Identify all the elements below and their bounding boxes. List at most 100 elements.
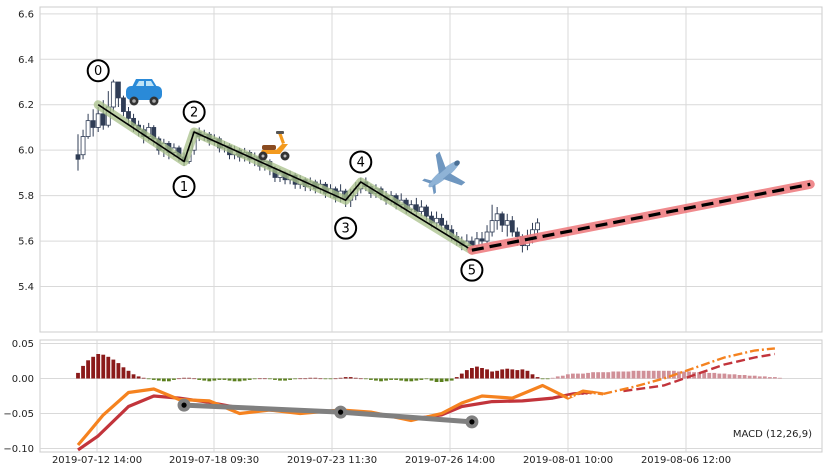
histogram-bar: [353, 377, 358, 379]
histogram-bar: [530, 374, 535, 379]
histogram-bar: [419, 378, 424, 380]
histogram-bar: [742, 375, 747, 379]
divergence-point-inner: [181, 402, 187, 408]
macd-tick-label: −0.05: [3, 409, 34, 420]
histogram-bar: [121, 367, 126, 379]
histogram-bar: [384, 378, 388, 381]
histogram-bar: [454, 377, 459, 379]
price-tick-label: 5.4: [18, 282, 34, 293]
price-panel: [39, 6, 823, 333]
histogram-bar: [197, 378, 202, 380]
scooter-icon: [258, 131, 290, 161]
histogram-bar: [76, 372, 80, 379]
histogram-bar: [96, 354, 101, 379]
price-tick-label: 6.0: [18, 146, 34, 157]
histogram-bar: [424, 378, 429, 380]
pivot-label-circle: [172, 175, 196, 199]
histogram-bar: [172, 378, 176, 380]
histogram-bar: [303, 378, 308, 380]
histogram-bar: [520, 369, 525, 379]
histogram-bar: [576, 373, 580, 379]
candle-body: [75, 154, 81, 160]
histogram-bar: [500, 369, 505, 379]
histogram-bar: [490, 371, 494, 379]
histogram-bar: [278, 378, 282, 381]
histogram-bar: [666, 370, 671, 379]
histogram-bar: [778, 377, 782, 379]
candle-body: [121, 97, 126, 112]
histogram-bar: [656, 370, 661, 379]
histogram-bar: [682, 371, 686, 379]
macd-y-axis: 0.05 0.00 −0.05 −0.10: [3, 339, 34, 455]
histogram-bar: [762, 376, 767, 379]
histogram-bar: [404, 378, 409, 382]
histogram-bar: [101, 354, 106, 379]
histogram-bar: [237, 378, 242, 382]
histogram-bar: [429, 378, 434, 381]
divergence-point-inner: [338, 409, 344, 415]
macd-label: MACD (12,26,9): [733, 429, 812, 440]
histogram-bar: [677, 371, 681, 379]
histogram-bar: [313, 377, 318, 379]
histogram-bar: [757, 376, 762, 379]
histogram-bar: [126, 370, 131, 379]
candle-body: [100, 113, 106, 126]
macd-line-forecast: [602, 347, 776, 396]
histogram-bar: [141, 377, 146, 379]
histogram-bar: [495, 370, 500, 379]
histogram-bar: [646, 370, 651, 379]
histogram-bar: [414, 378, 419, 381]
histogram-bar: [525, 370, 530, 379]
histogram-bar: [111, 359, 116, 379]
x-tick-label: 2019-08-01 10:00: [523, 455, 613, 466]
histogram-bar: [232, 378, 237, 382]
pivot-label-circle: [334, 216, 358, 240]
candle-body: [110, 81, 116, 108]
candle-body: [90, 120, 96, 128]
histogram-bar: [298, 378, 303, 380]
histogram-bar: [485, 369, 489, 379]
candle-body: [509, 220, 515, 233]
histogram-bar: [182, 377, 186, 379]
histogram-bar: [697, 372, 702, 379]
histogram-bar: [167, 378, 171, 382]
histogram-bar: [626, 371, 631, 379]
candle-body: [484, 231, 490, 242]
histogram-bar: [727, 374, 732, 379]
histogram-bar: [262, 378, 267, 380]
pivot-label-text: 3: [342, 222, 350, 237]
histogram-bar: [283, 378, 287, 381]
x-tick-label: 2019-08-06 12:00: [641, 455, 731, 466]
pivot-label-circle: [182, 100, 206, 124]
pivot-label-text: 0: [94, 64, 102, 79]
histogram-bar: [222, 378, 227, 380]
histogram-bar: [131, 374, 136, 379]
candle-body: [504, 220, 510, 226]
histogram-bar: [151, 378, 156, 380]
histogram-bar: [379, 378, 383, 382]
histogram-bar: [586, 372, 590, 379]
candle-body: [126, 111, 131, 119]
histogram-bar: [545, 378, 550, 380]
histogram-bar: [717, 373, 722, 379]
candle-body: [116, 81, 121, 99]
candle-body: [494, 213, 500, 222]
histogram-bar: [177, 378, 181, 380]
histogram-bar: [146, 378, 151, 380]
histogram-bar: [161, 378, 166, 382]
histogram-bar: [767, 377, 772, 379]
histogram-bar: [202, 378, 207, 381]
histogram-bar: [747, 375, 752, 379]
candle-body: [479, 238, 485, 242]
price-tick-label: 6.2: [18, 100, 34, 111]
histogram-bar: [136, 376, 141, 379]
histogram-bar: [308, 377, 313, 379]
pivot-label-text: 5: [468, 264, 476, 279]
histogram-bar: [732, 374, 737, 379]
histogram-bar: [242, 378, 247, 381]
candle-body: [514, 231, 520, 237]
histogram-bar: [268, 378, 272, 380]
histogram-bar: [470, 368, 474, 379]
